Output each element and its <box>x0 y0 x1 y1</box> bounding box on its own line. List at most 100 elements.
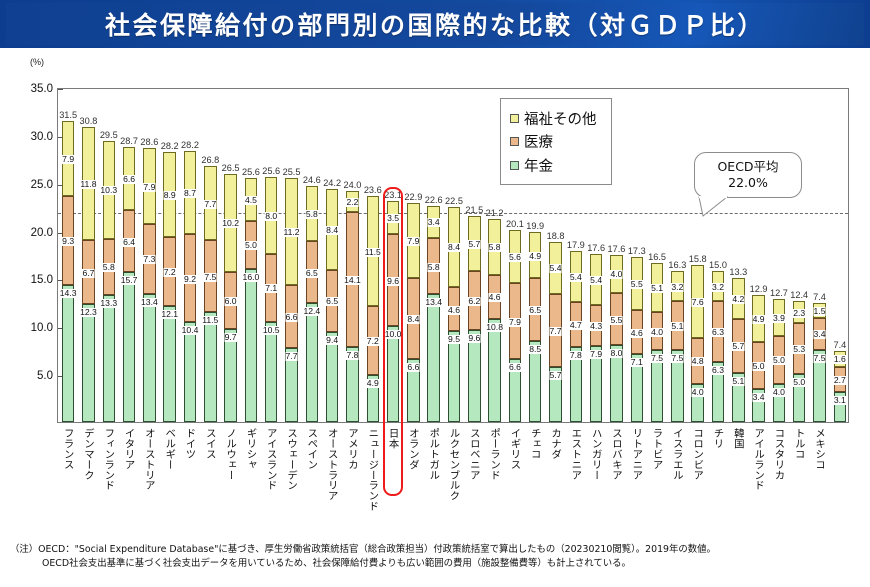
bar-segment-label-pension: 6.3 <box>711 364 725 375</box>
bar-segment-label-pension: 10.4 <box>181 325 199 336</box>
bar-segment-label-pension: 7.7 <box>285 351 299 362</box>
legend-label-medical: 医療 <box>524 135 553 151</box>
bar-segment-medical: 5.8 <box>102 239 116 295</box>
country-label: フランス <box>61 428 74 470</box>
bar-column: 5.4 7.7 5.7 18.8 <box>547 231 564 422</box>
bar-group: 7.9 9.3 14.3 31.5 11.8 6.7 12.3 30.8 10.3 5.8 13.3… <box>58 89 848 422</box>
bar-segment-pension: 7.5 <box>670 350 684 422</box>
country-label: アイスランド <box>264 428 277 491</box>
bar-segment-pension: 7.8 <box>345 347 359 422</box>
y-axis-tick-label: 15.0 <box>30 274 53 287</box>
legend-swatch-welfare-icon <box>510 113 519 123</box>
bar-segment-pension: 9.7 <box>224 329 238 422</box>
country-label: 日本 <box>386 428 399 449</box>
bar-segment-pension: 6.6 <box>508 358 522 422</box>
bar-segment-label-pension: 6.6 <box>508 361 522 372</box>
bar-total-label: 15.0 <box>709 259 727 270</box>
y-axis-tick-label: 20.0 <box>30 226 53 239</box>
bar-total-label: 25.6 <box>262 165 281 176</box>
bar-segment-welfare: 7.9 <box>142 148 156 224</box>
country-label: スウェーデン <box>285 428 298 491</box>
bar-segment-pension: 11.5 <box>201 311 219 422</box>
bar-column: 4.9 5.0 3.4 12.9 <box>750 284 768 422</box>
y-axis-tick-label: 5.0 <box>37 370 53 383</box>
bar-segment-label-welfare: 3.9 <box>772 312 786 323</box>
bar-segment-welfare: 4.0 <box>609 254 623 293</box>
bar-segment-welfare: 7.7 <box>203 166 217 241</box>
bar-segment-medical: 5.8 <box>427 238 441 294</box>
bar-segment-label-pension: 9.4 <box>325 335 339 346</box>
bar-segment-medical: 7.1 <box>264 253 278 322</box>
y-axis-tick-mark <box>58 232 63 234</box>
bar-segment-label-welfare: 2.2 <box>345 197 359 208</box>
footnote-line-2: OECD社会支出基準に基づく社会支出データを用いているため、社会保障給付費よりも… <box>42 558 631 569</box>
bar-column: 4.5 5.0 16.0 25.6 <box>242 167 260 422</box>
bar-segment-medical: 7.3 <box>142 223 156 294</box>
bar-segment-label-medical: 9.6 <box>386 275 400 286</box>
bar-segment-pension: 6.3 <box>711 361 725 422</box>
bar-segment-pension: 12.1 <box>160 306 179 422</box>
bar-segment-label-welfare: 1.5 <box>813 306 827 317</box>
bar-column: 6.6 6.4 15.7 28.7 <box>120 136 138 422</box>
bar-segment-label-pension: 3.4 <box>752 392 766 403</box>
bar-segment-pension: 13.4 <box>140 293 159 422</box>
bar-column: 11.8 6.7 12.3 30.8 <box>79 116 97 422</box>
legend-label-welfare: 福祉その他 <box>524 111 597 128</box>
bar-segment-welfare: 1.5 <box>813 303 827 318</box>
bar-column: 1.6 2.7 3.1 7.4 <box>833 340 847 422</box>
bar-column: 7.6 4.8 4.0 15.8 <box>689 254 707 422</box>
bar-segment-label-pension: 15.7 <box>120 274 138 285</box>
bar-segment-pension: 13.3 <box>99 294 118 422</box>
bar-segment-pension: 10.8 <box>485 318 504 422</box>
y-axis-tick-label: 30.0 <box>30 130 53 143</box>
footnote-line-1: （注）OECD："Social Expenditure Database"に基づ… <box>10 544 716 555</box>
country-label: スロベニア <box>467 428 480 480</box>
bar-segment-label-pension: 7.8 <box>569 350 583 361</box>
bar-segment-label-pension: 4.0 <box>691 386 705 397</box>
bar-segment-label-medical: 4.6 <box>447 304 461 315</box>
bar-total-label: 26.8 <box>201 155 220 166</box>
bar-segment-medical: 4.7 <box>569 302 583 348</box>
bar-segment-welfare: 2.3 <box>792 301 806 324</box>
bar-total-label: 16.3 <box>668 259 687 270</box>
bar-segment-label-medical: 5.1 <box>670 321 684 332</box>
bar-segment-label-pension: 7.5 <box>813 353 827 364</box>
y-axis-tick-mark <box>58 136 63 138</box>
bar-total-label: 16.5 <box>648 252 667 263</box>
legend-swatch-pension-icon <box>510 160 519 170</box>
bar-segment-label-welfare: 8.0 <box>264 210 278 221</box>
bar-segment-label-medical: 6.4 <box>122 236 136 247</box>
bar-segment-label-pension: 13.4 <box>140 296 159 307</box>
country-label: ハンガリー <box>589 428 602 480</box>
bar-segment-label-medical: 4.8 <box>691 356 705 367</box>
bar-total-label: 12.7 <box>769 287 788 298</box>
bar-segment-label-medical: 6.7 <box>81 267 95 278</box>
bar-column: 7.7 7.5 11.5 26.8 <box>201 155 219 422</box>
bar-segment-label-medical: 5.0 <box>244 240 258 251</box>
bar-segment-label-medical: 7.2 <box>163 267 177 278</box>
bar-segment-label-medical: 3.4 <box>813 329 827 340</box>
country-label: ラトビア <box>650 428 663 470</box>
bar-segment-label-welfare: 11.5 <box>364 246 382 257</box>
country-label: イスラエル <box>670 428 683 480</box>
bar-column: 7.9 9.3 14.3 31.5 <box>59 110 77 422</box>
country-label: チェコ <box>528 428 541 460</box>
bar-segment-welfare: 11.8 <box>79 127 97 241</box>
legend-swatch-medical-icon <box>510 137 519 146</box>
bar-segment-pension: 7.9 <box>589 346 603 422</box>
bar-total-label: 23.1 <box>384 189 403 200</box>
bar-segment-label-pension: 7.8 <box>345 350 359 361</box>
bar-segment-medical: 4.8 <box>691 337 705 384</box>
bar-total-label: 24.6 <box>302 174 321 185</box>
bar-segment-welfare: 3.4 <box>427 205 441 239</box>
footnote: （注）OECD："Social Expenditure Database"に基づ… <box>10 543 870 571</box>
bar-segment-welfare: 5.4 <box>549 242 563 294</box>
bar-segment-medical: 6.2 <box>467 270 481 331</box>
bar-segment-label-welfare: 5.7 <box>467 239 481 250</box>
country-label: ニュージーランド <box>366 428 379 512</box>
bar-segment-label-medical: 14.1 <box>343 275 362 286</box>
bar-segment-welfare: 8.4 <box>325 189 339 270</box>
bar-segment-label-medical: 5.7 <box>731 341 745 352</box>
bar-segment-label-medical: 6.6 <box>285 312 299 323</box>
bar-column: 7.9 8.4 6.6 22.9 <box>404 192 422 422</box>
